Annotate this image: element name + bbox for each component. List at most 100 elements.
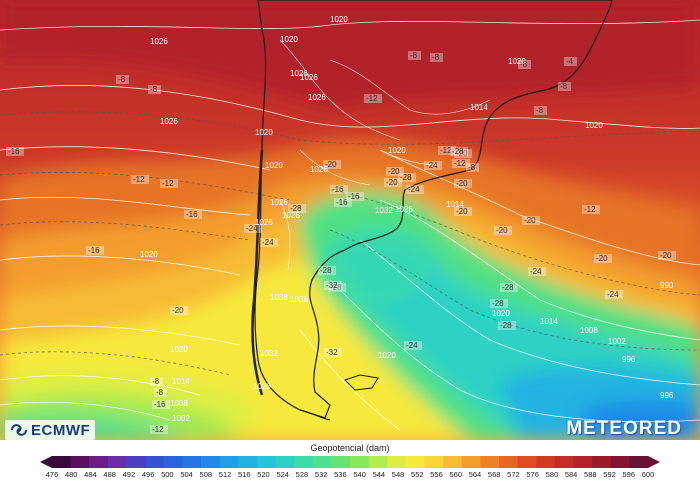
isotherm-label: -28 xyxy=(500,321,512,330)
isobar-label: 1032 xyxy=(375,206,393,215)
legend-tick-label: 556 xyxy=(430,470,443,479)
isotherm-label: -16 xyxy=(8,147,20,156)
isotherm-label-bg xyxy=(438,146,456,155)
isotherm-label-bg xyxy=(454,207,472,216)
isotherm-label: -24 xyxy=(246,224,258,233)
legend-swatch xyxy=(499,456,519,468)
isotherm-label-bg xyxy=(260,238,278,247)
legend-swatch xyxy=(256,456,276,468)
isotherm-label-bg xyxy=(116,75,129,84)
isotherm-label-bg xyxy=(518,60,531,69)
legend-swatch xyxy=(331,456,351,468)
isotherm-label-bg xyxy=(522,216,540,225)
ecmwf-label: ECMWF xyxy=(31,421,91,439)
isobar-label: 1026 xyxy=(290,69,308,78)
legend-swatch xyxy=(517,456,537,468)
isotherm-label: -28 xyxy=(290,204,302,213)
isotherm-label-bg xyxy=(154,388,167,397)
isotherm-label: -12 xyxy=(133,175,145,184)
isotherm-label-bg xyxy=(324,348,342,357)
legend-swatch xyxy=(201,456,221,468)
isotherm-label-bg xyxy=(558,82,571,91)
isotherm-label: -20 xyxy=(456,179,468,188)
isotherm-label: -20 xyxy=(456,207,468,216)
andes-chile-coast xyxy=(251,149,264,396)
isotherm-label: -20 xyxy=(596,254,608,263)
isotherm-label-bg xyxy=(534,106,547,115)
legend-tick-label: 544 xyxy=(372,470,386,479)
legend-swatch xyxy=(182,456,202,468)
isotherm-label-bg xyxy=(605,290,623,299)
ecmwf-swirl-icon xyxy=(11,424,27,436)
legend-tick-label: 532 xyxy=(314,470,328,479)
isotherm-label: -12 xyxy=(440,146,452,155)
isotherm-label: -8 xyxy=(560,82,568,91)
isotherm-label: -20 xyxy=(172,306,184,315)
legend-swatch xyxy=(89,456,109,468)
legend-arrow-left xyxy=(40,456,52,468)
isotherm-label: -8 xyxy=(520,60,528,69)
isotherm-label: -24 xyxy=(426,161,438,170)
legend-tick-label: 520 xyxy=(257,470,270,479)
isotherm-label-bg xyxy=(330,185,348,194)
legend-tick-label: 512 xyxy=(218,470,232,479)
legend-tick-label: 584 xyxy=(564,470,578,479)
legend-tick-label: 540 xyxy=(353,470,366,479)
legend-swatch xyxy=(592,456,612,468)
legend-swatch xyxy=(573,456,593,468)
legend-tick-label: 476 xyxy=(45,470,59,479)
country-borders xyxy=(279,39,491,271)
isotherm-label: -12 xyxy=(366,94,378,103)
isotherm-label: -8 xyxy=(432,53,440,62)
isotherm-label-bg xyxy=(323,160,341,169)
legend-swatch xyxy=(629,456,649,468)
legend-tick-label: 564 xyxy=(468,470,482,479)
cold-core xyxy=(320,225,430,305)
isotherm-label: -24 xyxy=(530,267,542,276)
legend-swatch xyxy=(52,456,72,468)
legend-swatch xyxy=(424,456,444,468)
legend-tick-label: 576 xyxy=(526,470,539,479)
isotherm-label-bg xyxy=(131,175,149,184)
legend-tick-label: 496 xyxy=(141,470,155,479)
isotherm-label: -20 xyxy=(496,226,508,235)
legend-swatch xyxy=(443,456,463,468)
isotherm-label: -8 xyxy=(150,85,158,94)
isotherm-label: -8 xyxy=(468,163,476,172)
legend-tick-label: 592 xyxy=(603,470,616,479)
isobar-label: 1020 xyxy=(378,351,396,360)
legend-title: Geopotencial (dam) xyxy=(310,443,390,453)
isotherm-label: -8 xyxy=(152,377,160,386)
isotherm-label: -16 xyxy=(336,198,348,207)
isotherm-label: -28 xyxy=(320,266,332,275)
isotherm-label: -16 xyxy=(332,185,344,194)
isotherm-label: -16 xyxy=(154,400,166,409)
isotherm-label-bg xyxy=(170,306,188,315)
legend-tick-label: 536 xyxy=(334,470,347,479)
legend-swatch xyxy=(219,456,239,468)
legend-tick-label: 572 xyxy=(507,470,520,479)
isotherm-label-bg xyxy=(406,185,424,194)
isotherm-label-bg xyxy=(658,251,676,260)
isobar-label: 1002 xyxy=(608,337,626,346)
meteored-logo: METEORED xyxy=(566,418,682,439)
isotherm-label-bg xyxy=(6,147,24,156)
isobar-label: 1020 xyxy=(388,146,406,155)
isotherm-label: -28 xyxy=(492,299,504,308)
isobar-label: 1026 xyxy=(310,165,328,174)
isobar-label: 1020 xyxy=(170,345,188,354)
legend-tick-label: 548 xyxy=(391,470,405,479)
isobar-label: 1020 xyxy=(585,121,603,130)
legend-tick-label: 600 xyxy=(641,470,655,479)
falkland-islands xyxy=(344,374,379,391)
isotherm-label-bg xyxy=(494,226,512,235)
isotherm-label-bg xyxy=(334,198,352,207)
isotherm-label: -24 xyxy=(607,290,619,299)
isobar-label: 1014 xyxy=(540,317,558,326)
isotherm-label-bg xyxy=(490,299,508,308)
isotherm-label: -16 xyxy=(348,192,360,201)
isotherm-label: -8 xyxy=(118,75,126,84)
isobar-label: 1020 xyxy=(140,250,158,259)
isobar-label: 1026 xyxy=(253,382,271,391)
legend-swatch xyxy=(294,456,314,468)
